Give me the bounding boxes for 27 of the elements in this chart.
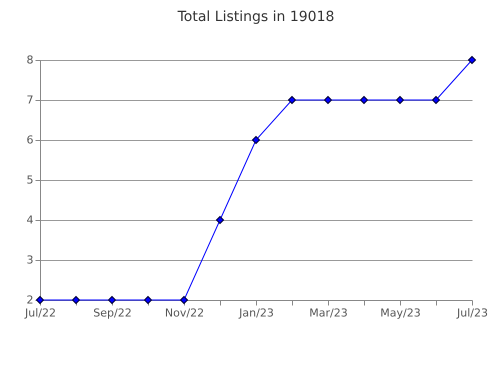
point <box>468 56 476 64</box>
point <box>72 296 80 304</box>
point <box>324 96 332 104</box>
y-tick-label: 5 <box>26 174 34 186</box>
point <box>180 296 188 304</box>
x-tick-label: Sep/22 <box>93 306 132 320</box>
y-tick-label: 3 <box>26 254 34 266</box>
x-tick-label: May/23 <box>380 306 421 320</box>
x-tick-label: Mar/23 <box>309 306 348 320</box>
point <box>252 136 260 144</box>
point <box>396 96 404 104</box>
point <box>288 96 296 104</box>
x-tick-label: Jul/22 <box>24 306 56 320</box>
y-tick-label: 4 <box>26 214 34 226</box>
x-tick-label: Nov/22 <box>164 306 204 320</box>
y-tick-label: 8 <box>26 54 34 66</box>
x-tick-label: Jan/23 <box>238 306 274 320</box>
point <box>144 296 152 304</box>
x-tick-label: Jul/23 <box>456 306 488 320</box>
y-tick-label: 6 <box>26 134 34 146</box>
y-tick-label: 7 <box>26 94 34 106</box>
chart-title: Total Listings in 19018 <box>176 9 334 25</box>
point <box>216 216 224 224</box>
y-tick-label: 2 <box>26 294 34 306</box>
point <box>432 96 440 104</box>
point <box>108 296 116 304</box>
point <box>360 96 368 104</box>
